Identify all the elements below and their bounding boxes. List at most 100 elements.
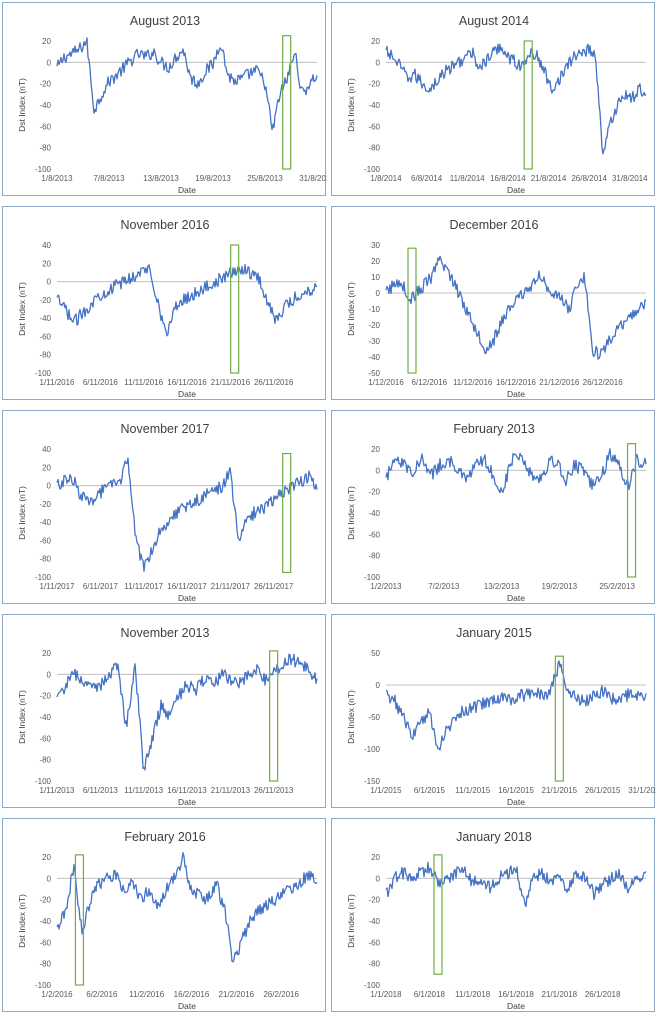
y-tick-label: -20 bbox=[368, 488, 380, 497]
event-highlight-box bbox=[433, 854, 443, 975]
event-highlight-box bbox=[626, 443, 637, 578]
dst-series-line bbox=[385, 255, 647, 360]
x-tick-label: 21/1/2015 bbox=[542, 786, 578, 795]
y-tick-label: -40 bbox=[368, 353, 380, 362]
y-tick-label: -40 bbox=[39, 713, 51, 722]
y-tick-label: 20 bbox=[42, 259, 51, 268]
x-tick-label: 13/2/2013 bbox=[484, 582, 520, 591]
x-tick-label: 6/12/2016 bbox=[412, 378, 448, 387]
dst-series-line bbox=[385, 861, 647, 908]
x-tick-label: 31/8/2013 bbox=[299, 174, 327, 183]
y-tick-label: 20 bbox=[42, 463, 51, 472]
y-tick-label: 20 bbox=[371, 37, 380, 46]
x-tick-label: 16/1/2018 bbox=[498, 990, 534, 999]
y-tick-label: -20 bbox=[39, 296, 51, 305]
chart-panel-august-2014: August 2014 20 0 -20 -40 -60 -80 -100 1/8/2014 6/… bbox=[331, 2, 655, 196]
y-tick-label: 50 bbox=[371, 649, 380, 658]
chart-svg: February 2013 20 0 -20 -40 -60 -80 -1001/2/2013… bbox=[346, 422, 647, 603]
y-tick-label: -60 bbox=[39, 734, 51, 743]
y-tick-label: -20 bbox=[368, 80, 380, 89]
x-tick-label: 11/11/2017 bbox=[124, 582, 163, 591]
chart-panel-november-2016: November 2016 40 20 0 -20 -40 -60 -80 -100 1/11/2… bbox=[2, 206, 326, 400]
y-tick-label: 20 bbox=[371, 853, 380, 862]
x-axis-label: Date bbox=[178, 797, 196, 807]
x-tick-label: 6/11/2016 bbox=[83, 378, 119, 387]
x-tick-label: 26/1/2018 bbox=[585, 990, 621, 999]
chart-title: November 2017 bbox=[121, 422, 210, 436]
y-axis-label: Dst Index (nT) bbox=[346, 894, 356, 948]
y-tick-label: -30 bbox=[368, 337, 380, 346]
x-tick-label: 6/1/2018 bbox=[414, 990, 446, 999]
x-tick-label: 11/1/2015 bbox=[455, 786, 491, 795]
x-axis-label: Date bbox=[178, 185, 196, 195]
chart-svg: November 2016 40 20 0 -20 -40 -60 -80 -1001/11/2… bbox=[17, 218, 318, 399]
y-tick-label: -20 bbox=[39, 692, 51, 701]
y-axis-label: Dst Index (nT) bbox=[346, 486, 356, 540]
x-tick-label: 25/2/2013 bbox=[599, 582, 635, 591]
dst-series-line bbox=[56, 852, 318, 963]
y-tick-label: -100 bbox=[35, 981, 52, 990]
y-tick-label: 20 bbox=[42, 853, 51, 862]
chart-title: January 2018 bbox=[456, 830, 532, 844]
chart-panel-august-2013: August 2013 20 0 -20 -40 -60 -80 -100 1/8/2013 7/… bbox=[2, 2, 327, 196]
dst-series-line bbox=[56, 653, 318, 771]
y-axis-label: Dst Index (nT) bbox=[17, 894, 27, 948]
y-tick-label: -10 bbox=[368, 305, 380, 314]
y-axis-label: Dst Index (nT) bbox=[346, 690, 356, 744]
dst-series-line bbox=[385, 448, 647, 494]
x-tick-label: 16/11/2013 bbox=[167, 786, 207, 795]
x-axis-label: Date bbox=[507, 593, 525, 603]
x-tick-label: 21/11/2017 bbox=[211, 582, 251, 591]
x-tick-label: 6/11/2017 bbox=[83, 582, 119, 591]
chart-svg: November 2013 20 0 -20 -40 -60 -80 -1001/11/201… bbox=[17, 626, 318, 807]
y-tick-label: 20 bbox=[42, 649, 51, 658]
y-tick-label: -20 bbox=[39, 80, 51, 89]
x-tick-label: 26/2/2016 bbox=[263, 990, 299, 999]
y-axis-label: Dst Index (nT) bbox=[17, 486, 27, 540]
y-tick-label: -100 bbox=[35, 369, 52, 378]
x-tick-label: 21/2/2016 bbox=[219, 990, 255, 999]
chart-title: February 2016 bbox=[124, 830, 205, 844]
y-tick-label: -80 bbox=[39, 960, 51, 969]
x-axis-label: Date bbox=[507, 1001, 525, 1011]
y-tick-label: 40 bbox=[42, 241, 51, 250]
x-tick-label: 6/1/2015 bbox=[414, 786, 446, 795]
y-tick-label: -50 bbox=[368, 713, 380, 722]
y-tick-label: 30 bbox=[371, 241, 380, 250]
chart-title: November 2016 bbox=[121, 218, 210, 232]
event-highlight-box bbox=[269, 650, 279, 782]
y-axis-label: Dst Index (nT) bbox=[346, 78, 356, 132]
x-tick-label: 19/2/2013 bbox=[542, 582, 578, 591]
y-tick-label: -40 bbox=[39, 314, 51, 323]
y-tick-label: -100 bbox=[364, 981, 381, 990]
chart-panel-february-2016: February 2016 20 0 -20 -40 -60 -80 -100 1/2/2016… bbox=[2, 818, 326, 1012]
y-axis-label: Dst Index (nT) bbox=[17, 78, 27, 132]
y-tick-label: 0 bbox=[376, 681, 381, 690]
chart-svg: November 2017 40 20 0 -20 -40 -60 -80 -1001/11/2… bbox=[17, 422, 318, 603]
y-tick-label: 0 bbox=[376, 58, 381, 67]
x-tick-label: 31/1/2015 bbox=[628, 786, 656, 795]
x-tick-label: 1/11/2016 bbox=[40, 378, 76, 387]
y-tick-label: 0 bbox=[376, 874, 381, 883]
x-tick-label: 26/8/2014 bbox=[571, 174, 607, 183]
y-tick-label: -100 bbox=[35, 573, 52, 582]
y-axis-label: Dst Index (nT) bbox=[17, 282, 27, 336]
x-tick-label: 26/1/2015 bbox=[585, 786, 621, 795]
chart-title: February 2013 bbox=[453, 422, 534, 436]
y-tick-label: -60 bbox=[39, 938, 51, 947]
x-tick-label: 26/11/2016 bbox=[254, 378, 294, 387]
x-tick-label: 16/11/2016 bbox=[167, 378, 207, 387]
x-tick-label: 7/8/2013 bbox=[93, 174, 125, 183]
chart-title: December 2016 bbox=[450, 218, 539, 232]
x-tick-label: 1/1/2018 bbox=[370, 990, 402, 999]
x-tick-label: 1/11/2017 bbox=[40, 582, 76, 591]
x-axis-label: Date bbox=[507, 389, 525, 399]
y-tick-label: -40 bbox=[39, 518, 51, 527]
x-tick-label: 26/12/2016 bbox=[583, 378, 624, 387]
y-tick-label: 20 bbox=[371, 257, 380, 266]
y-tick-label: -20 bbox=[368, 321, 380, 330]
